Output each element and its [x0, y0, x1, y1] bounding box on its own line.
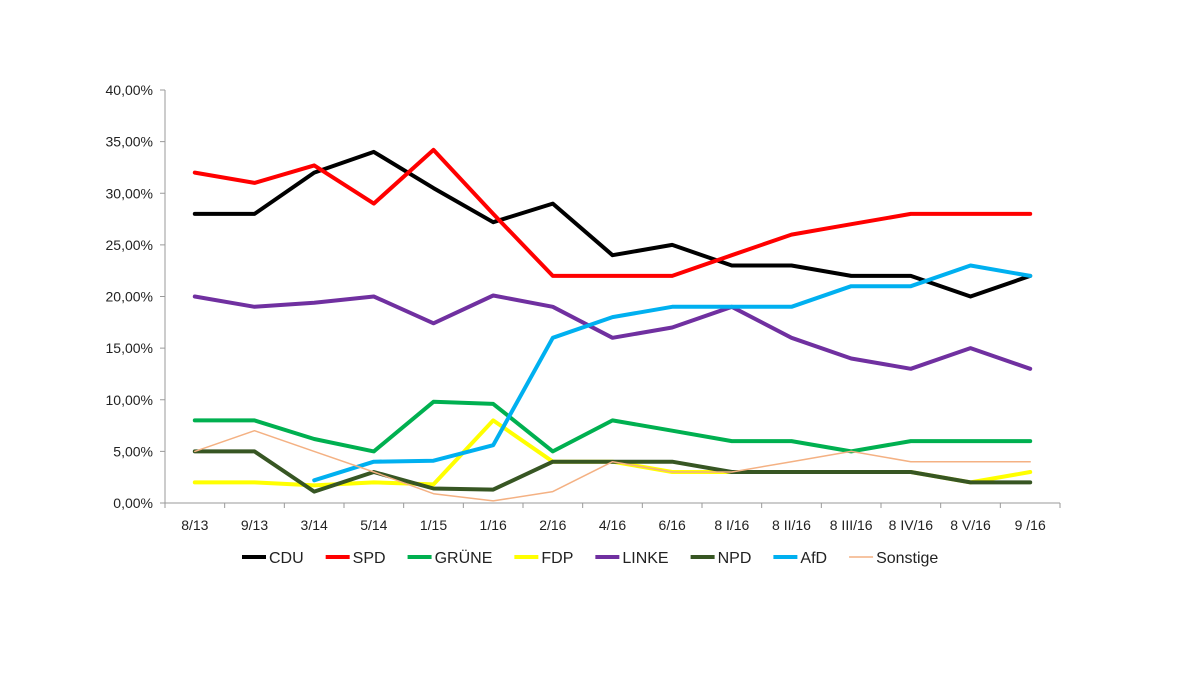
y-tick-label: 35,00% — [106, 134, 153, 150]
x-tick-label: 1/15 — [420, 517, 447, 533]
series-lines — [192, 147, 1033, 502]
series-line-spd — [192, 147, 1033, 278]
legend-label: Sonstige — [876, 550, 938, 567]
legend-item-fdp: FDP — [514, 550, 573, 567]
axes: 0,00% 5,00% 10,00% 15,00% 20,00% 25,00% 30,00%… — [106, 82, 1061, 533]
legend-label: FDP — [541, 550, 573, 567]
x-tick-label: 8 III/16 — [830, 517, 873, 533]
series-line-cdu — [192, 149, 1033, 299]
x-tick-label: 8 I/16 — [714, 517, 749, 533]
y-tick-label: 10,00% — [106, 392, 153, 408]
legend-label: CDU — [269, 550, 304, 567]
x-tick-label: 3/14 — [301, 517, 328, 533]
legend: CDU SPD GRÜNE FDP LINKE NPD AfD Sonstige — [242, 549, 938, 567]
x-tick-label: 1/16 — [480, 517, 507, 533]
x-tick-label: 6/16 — [659, 517, 686, 533]
legend-label: GRÜNE — [435, 549, 493, 567]
y-tick-label: 15,00% — [106, 340, 153, 356]
x-tick-label: 9 /16 — [1015, 517, 1046, 533]
y-tick-label: 25,00% — [106, 237, 153, 253]
y-tick-label: 20,00% — [106, 289, 153, 305]
series-line-sonstige — [194, 429, 1031, 502]
series-line-linke — [192, 293, 1033, 371]
x-tick-label: 5/14 — [360, 517, 387, 533]
x-tick-label: 8 V/16 — [950, 517, 991, 533]
legend-item-spd: SPD — [325, 550, 386, 567]
legend-item-afd: AfD — [773, 550, 827, 567]
legend-item-cdu: CDU — [242, 550, 304, 567]
x-tick-label: 4/16 — [599, 517, 626, 533]
x-tick-label: 8 II/16 — [772, 517, 811, 533]
legend-item-sonstige: Sonstige — [849, 550, 938, 567]
legend-label: LINKE — [622, 550, 668, 567]
series-line-afd — [312, 263, 1033, 483]
x-tick-label: 8 IV/16 — [889, 517, 934, 533]
x-tick-label: 2/16 — [539, 517, 566, 533]
y-tick-label: 0,00% — [113, 495, 153, 511]
y-tick-label: 40,00% — [106, 82, 153, 98]
y-tick-label: 30,00% — [106, 185, 153, 201]
legend-label: AfD — [800, 550, 827, 567]
legend-item-npd: NPD — [690, 550, 752, 567]
legend-item-linke: LINKE — [595, 550, 669, 567]
x-tick-label: 9/13 — [241, 517, 268, 533]
y-tick-label: 5,00% — [113, 443, 153, 459]
legend-item-gr-ne: GRÜNE — [407, 549, 493, 567]
legend-label: SPD — [353, 550, 386, 567]
x-tick-label: 8/13 — [181, 517, 208, 533]
series-line-gr-ne — [192, 399, 1033, 454]
legend-label: NPD — [718, 550, 752, 567]
